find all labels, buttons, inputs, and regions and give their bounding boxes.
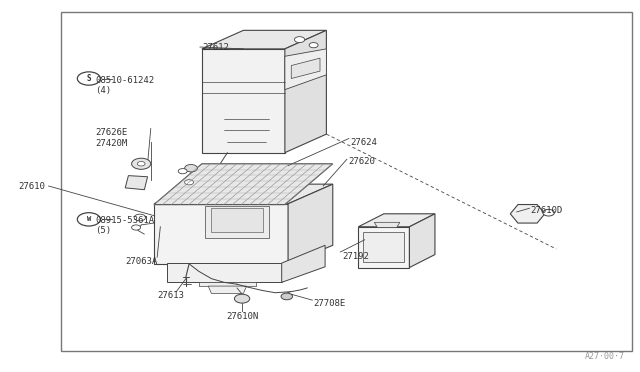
Polygon shape: [154, 164, 333, 205]
Circle shape: [281, 293, 292, 300]
Text: 27420M: 27420M: [95, 139, 127, 148]
Text: 27610D: 27610D: [531, 206, 563, 215]
Text: 08510-61242: 08510-61242: [95, 76, 154, 85]
Text: 27610: 27610: [19, 182, 45, 190]
Polygon shape: [291, 58, 320, 78]
Polygon shape: [358, 214, 435, 227]
Text: 27612: 27612: [202, 42, 228, 51]
Polygon shape: [410, 214, 435, 267]
Text: 27063A: 27063A: [125, 257, 157, 266]
Text: 08915-5361A: 08915-5361A: [95, 216, 154, 225]
Circle shape: [134, 214, 146, 221]
Polygon shape: [374, 222, 400, 228]
Polygon shape: [167, 263, 282, 282]
Polygon shape: [202, 31, 326, 49]
Circle shape: [294, 37, 305, 42]
Text: A27·00·7: A27·00·7: [585, 352, 625, 361]
Text: (5): (5): [95, 226, 111, 235]
Text: S: S: [86, 74, 91, 83]
Circle shape: [77, 72, 100, 85]
Circle shape: [234, 294, 250, 303]
Text: W: W: [86, 217, 91, 222]
Polygon shape: [154, 184, 333, 204]
Polygon shape: [285, 49, 326, 90]
Circle shape: [184, 180, 193, 185]
Circle shape: [184, 164, 197, 172]
Circle shape: [132, 225, 141, 230]
Circle shape: [77, 213, 100, 226]
Polygon shape: [154, 204, 288, 264]
Polygon shape: [358, 227, 410, 267]
Polygon shape: [202, 49, 285, 153]
Circle shape: [309, 42, 318, 48]
Circle shape: [178, 169, 187, 174]
Text: 27613: 27613: [157, 291, 184, 300]
Polygon shape: [285, 31, 326, 153]
Polygon shape: [125, 176, 148, 190]
Text: 27610N: 27610N: [226, 312, 258, 321]
Polygon shape: [288, 184, 333, 264]
Polygon shape: [211, 208, 262, 232]
Text: 27620: 27620: [349, 157, 376, 166]
Text: 27626E: 27626E: [95, 128, 127, 137]
Text: 27192: 27192: [342, 252, 369, 261]
Circle shape: [132, 158, 151, 169]
Text: 27624: 27624: [351, 138, 378, 147]
Polygon shape: [282, 245, 325, 282]
Text: (4): (4): [95, 86, 111, 95]
Polygon shape: [205, 206, 269, 238]
Text: 27708E: 27708E: [314, 299, 346, 308]
Circle shape: [138, 161, 145, 166]
Circle shape: [543, 209, 554, 216]
Polygon shape: [364, 232, 404, 262]
Polygon shape: [208, 286, 246, 294]
Polygon shape: [510, 205, 545, 223]
Polygon shape: [198, 282, 256, 286]
